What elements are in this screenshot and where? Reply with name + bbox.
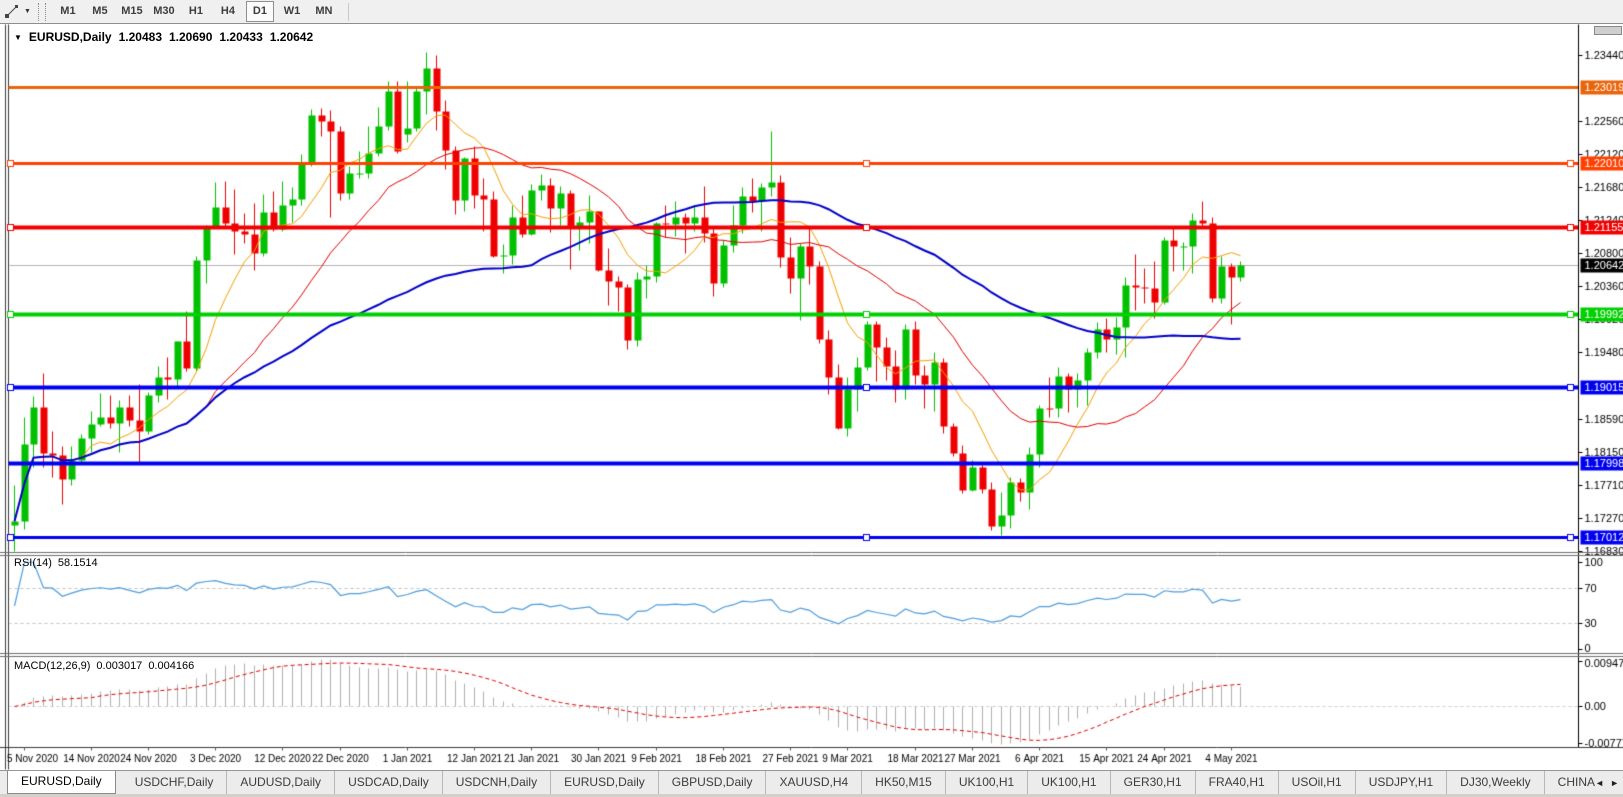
tab-dj30-weekly[interactable]: DJ30,Weekly [1447,771,1545,794]
toolbar-grip [37,2,46,21]
chart-menu-caret-icon[interactable]: ▼ [14,32,22,42]
tab-usdcad-daily[interactable]: USDCAD,Daily [335,771,443,794]
tab-eurusd-daily[interactable]: EURUSD,Daily [551,771,659,794]
timeframe-button-d1[interactable]: D1 [245,1,274,22]
tab-scroll-right-icon[interactable]: ► [1610,777,1619,788]
timeframe-button-m30[interactable]: M30 [153,5,175,17]
rsi-indicator-label: RSI(14) 58.1514 [14,557,98,569]
tab-china300-h1[interactable]: CHINA300,H1 [1545,771,1596,794]
timeframe-button-m15[interactable]: M15 [121,5,143,17]
chart-tabbar: EURUSD,Daily USDCHF,Daily AUDUSD,Daily USDC… [0,770,1623,794]
macd-indicator-label: MACD(12,26,9) 0.003017 0.004166 [14,660,194,672]
chart-window: ▼ EURUSD,Daily 1.20483 1.20690 1.20433 1… [0,24,1623,770]
chart-title: ▼ EURUSD,Daily 1.20483 1.20690 1.20433 1… [14,30,313,44]
timeframe-button-m1[interactable]: M1 [60,5,76,17]
chart-canvas[interactable] [0,24,1623,770]
tab-usdcnh-daily[interactable]: USDCNH,Daily [443,771,552,794]
toolbar-separator [347,2,349,21]
timeframe-button-m5[interactable]: M5 [92,5,108,17]
window-bottom-strip [0,794,1623,797]
chevron-down-icon: ▼ [24,8,31,15]
timeframe-button-w1[interactable]: W1 [283,5,301,17]
rsi-name: RSI(14) [14,557,52,569]
macd-signal-value: 0.004166 [148,660,195,672]
bar-low: 1.20433 [219,30,263,44]
tab-hk50-m15[interactable]: HK50,M15 [862,771,946,794]
line-studies-tool[interactable]: ▼ [2,1,34,23]
tab-audusd-daily[interactable]: AUDUSD,Daily [227,771,336,794]
macd-name: MACD(12,26,9) [14,660,91,672]
tab-eurusd-daily[interactable]: EURUSD,Daily [7,771,116,794]
bar-high: 1.20690 [169,30,213,44]
tab-uk100-h1[interactable]: UK100,H1 [1028,771,1111,794]
tab-usoil-h1[interactable]: USOil,H1 [1279,771,1356,794]
rsi-value: 58.1514 [57,557,98,569]
tab-fra40-h1[interactable]: FRA40,H1 [1196,771,1279,794]
macd-main-value: 0.003017 [96,660,143,672]
tab-scroll-left-icon[interactable]: ◄ [1595,777,1605,788]
timeframe-button-h4[interactable]: H4 [220,5,235,17]
line-studies-cursor-icon [5,4,20,19]
chart-corner-button[interactable] [1594,26,1622,35]
top-toolbar: ▼ M1 M5 M15 M30 H1 H4 D1 W1 MN [0,0,1623,24]
tab-usdchf-daily[interactable]: USDCHF,Daily [122,771,228,794]
tab-usdjpy-h1[interactable]: USDJPY,H1 [1356,771,1448,794]
timeframe-button-mn[interactable]: MN [315,5,333,17]
tab-uk100-h1[interactable]: UK100,H1 [946,771,1029,794]
tab-gbpusd-daily[interactable]: GBPUSD,Daily [659,771,767,794]
timeframe-button-h1[interactable]: H1 [188,5,203,17]
tab-xauusd-h4[interactable]: XAUUSD,H4 [766,771,863,794]
bar-close: 1.20642 [269,30,314,44]
bar-open: 1.20483 [118,30,162,44]
tab-ger30-h1[interactable]: GER30,H1 [1111,771,1196,794]
chart-symbol-period: EURUSD,Daily [28,30,112,44]
tab-scroll-arrows: ◄ ► [1595,771,1623,794]
